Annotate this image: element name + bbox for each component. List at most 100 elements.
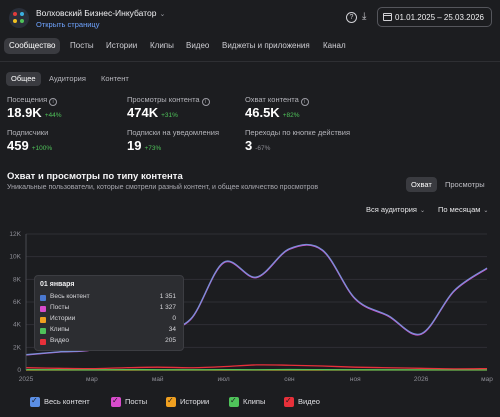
download-icon[interactable]: ⤓ [362, 11, 367, 22]
audience-filter-label: Вся аудитория [366, 205, 417, 214]
help-icon[interactable]: ? [346, 12, 357, 23]
metric-subscribers: Подписчики 459 +100% [7, 128, 52, 153]
metric-change: +31% [161, 112, 178, 119]
metric-change: +44% [44, 112, 62, 119]
y-tick-label: 2K [13, 344, 22, 351]
metric-value: 19 [127, 138, 142, 153]
series-swatch [40, 339, 46, 345]
metric-notification-subs: Подписки на уведомления 19 +73% [127, 128, 220, 153]
checkbox-icon [229, 396, 239, 407]
legend-label: Истории [180, 397, 210, 406]
metric-value: 459 [7, 138, 29, 153]
tooltip-series-value: 0 [172, 315, 176, 322]
toggle-reach[interactable]: Охват [406, 177, 437, 192]
chart-title: Охват и просмотры по типу контента [7, 171, 183, 182]
y-tick-label: 8K [13, 276, 22, 283]
tab-video[interactable]: Видео [186, 41, 210, 50]
legend-label: Посты [125, 397, 148, 406]
calendar-icon [383, 13, 392, 21]
info-icon[interactable]: i [300, 98, 309, 106]
tooltip-row: Клипы 34 [40, 326, 180, 336]
page-title[interactable]: Волховский Бизнес-Инкубатор ⌄ [36, 8, 165, 18]
chart-legend: Весь контент Посты Истории Клипы Видео [0, 393, 500, 411]
series-swatch [40, 328, 46, 334]
subtab-content[interactable]: Контент [101, 74, 129, 83]
tooltip-series-name: Клипы [50, 326, 70, 333]
metric-value: 474K [127, 105, 159, 120]
y-tick-label: 12K [9, 231, 21, 238]
period-filter[interactable]: По месяцам ⌄ [438, 205, 488, 214]
y-tick-label: 10K [9, 254, 21, 261]
info-icon[interactable]: i [49, 98, 58, 106]
metric-value: 46.5K [245, 105, 280, 120]
tooltip-row: Истории 0 [40, 315, 180, 325]
metric-change: +100% [31, 145, 53, 152]
chart-subtitle: Уникальные пользователи, которые смотрел… [7, 184, 319, 191]
open-page-link[interactable]: Открыть страницу [36, 20, 100, 29]
tooltip-series-value: 1 327 [159, 304, 176, 311]
metric-change: -67% [255, 145, 271, 152]
metric-label: Подписчики [7, 128, 49, 137]
tooltip-series-name: Весь контент [50, 293, 90, 300]
tooltip-series-value: 205 [165, 337, 176, 344]
legend-label: Клипы [243, 397, 266, 406]
subtab-audience[interactable]: Аудитория [49, 74, 86, 83]
audience-filter[interactable]: Вся аудитория ⌄ [366, 205, 425, 214]
metric-label: Посещения [7, 95, 48, 104]
tooltip-series-value: 34 [168, 326, 176, 333]
x-tick-label: май [152, 375, 164, 383]
metric-action-clicks: Переходы по кнопке действия 3 -67% [245, 128, 350, 153]
x-tick-label: сен [284, 376, 295, 383]
info-icon[interactable]: i [201, 98, 210, 106]
avatar[interactable] [9, 8, 29, 28]
series-swatch [40, 306, 46, 312]
checkbox-icon [111, 396, 121, 407]
x-tick-label: мар [481, 376, 493, 383]
checkbox-icon [166, 396, 176, 407]
tooltip-row: Весь контент 1 351 [40, 293, 180, 303]
metric-label: Охват контента [245, 95, 299, 104]
metric-value: 3 [245, 138, 253, 153]
tab-stories[interactable]: Истории [106, 41, 138, 50]
series-line-4 [25, 364, 488, 370]
metric-value: 18.9K [7, 105, 42, 120]
date-range-picker[interactable]: 01.01.2025 – 25.03.2026 [377, 7, 492, 27]
series-swatch [40, 317, 46, 323]
header: Волховский Бизнес-Инкубатор ⌄ Открыть стр… [0, 0, 500, 34]
chevron-down-icon: ⌄ [483, 208, 489, 214]
metric-content-views: Просмотры контента i 474K +31% [127, 95, 210, 120]
x-tick-label: мар [86, 376, 98, 383]
tab-community[interactable]: Сообщество [4, 38, 61, 54]
tab-widgets[interactable]: Виджеты и приложения [222, 41, 310, 50]
tooltip-series-value: 1 351 [159, 293, 176, 300]
metric-label: Подписки на уведомления [127, 128, 220, 137]
tab-clips[interactable]: Клипы [150, 41, 174, 50]
metric-change: +73% [144, 145, 162, 152]
x-tick-label: 2025 [19, 376, 34, 383]
tab-posts[interactable]: Посты [70, 41, 94, 50]
subtab-general[interactable]: Общее [6, 72, 41, 86]
metric-change: +82% [282, 112, 300, 119]
chevron-down-icon: ⌄ [159, 11, 166, 18]
checkbox-icon [30, 396, 40, 407]
tooltip-row: Посты 1 327 [40, 304, 180, 314]
x-tick-label: ноя [350, 376, 361, 383]
tooltip-series-name: Посты [50, 304, 70, 311]
toggle-views[interactable]: Просмотры [445, 180, 485, 189]
tooltip-title: 01 января [40, 281, 75, 288]
period-filter-label: По месяцам [438, 205, 481, 214]
legend-label: Весь контент [44, 397, 90, 406]
y-tick-label: 0 [17, 367, 21, 374]
x-tick-label: июл [217, 376, 229, 383]
chevron-down-icon: ⌄ [420, 208, 426, 214]
x-tick-label: 2026 [414, 376, 429, 383]
metric-visits: Посещения i 18.9K +44% [7, 95, 62, 120]
tab-channel[interactable]: Канал [323, 41, 346, 50]
checkbox-icon [284, 396, 294, 407]
tooltip-series-name: Истории [50, 315, 76, 322]
metric-label: Просмотры контента [127, 95, 200, 104]
metric-content-reach: Охват контента i 46.5K +82% [245, 95, 309, 120]
tooltip-series-name: Видео [50, 337, 69, 344]
page-title-text: Волховский Бизнес-Инкубатор [36, 8, 157, 18]
series-swatch [40, 295, 46, 301]
